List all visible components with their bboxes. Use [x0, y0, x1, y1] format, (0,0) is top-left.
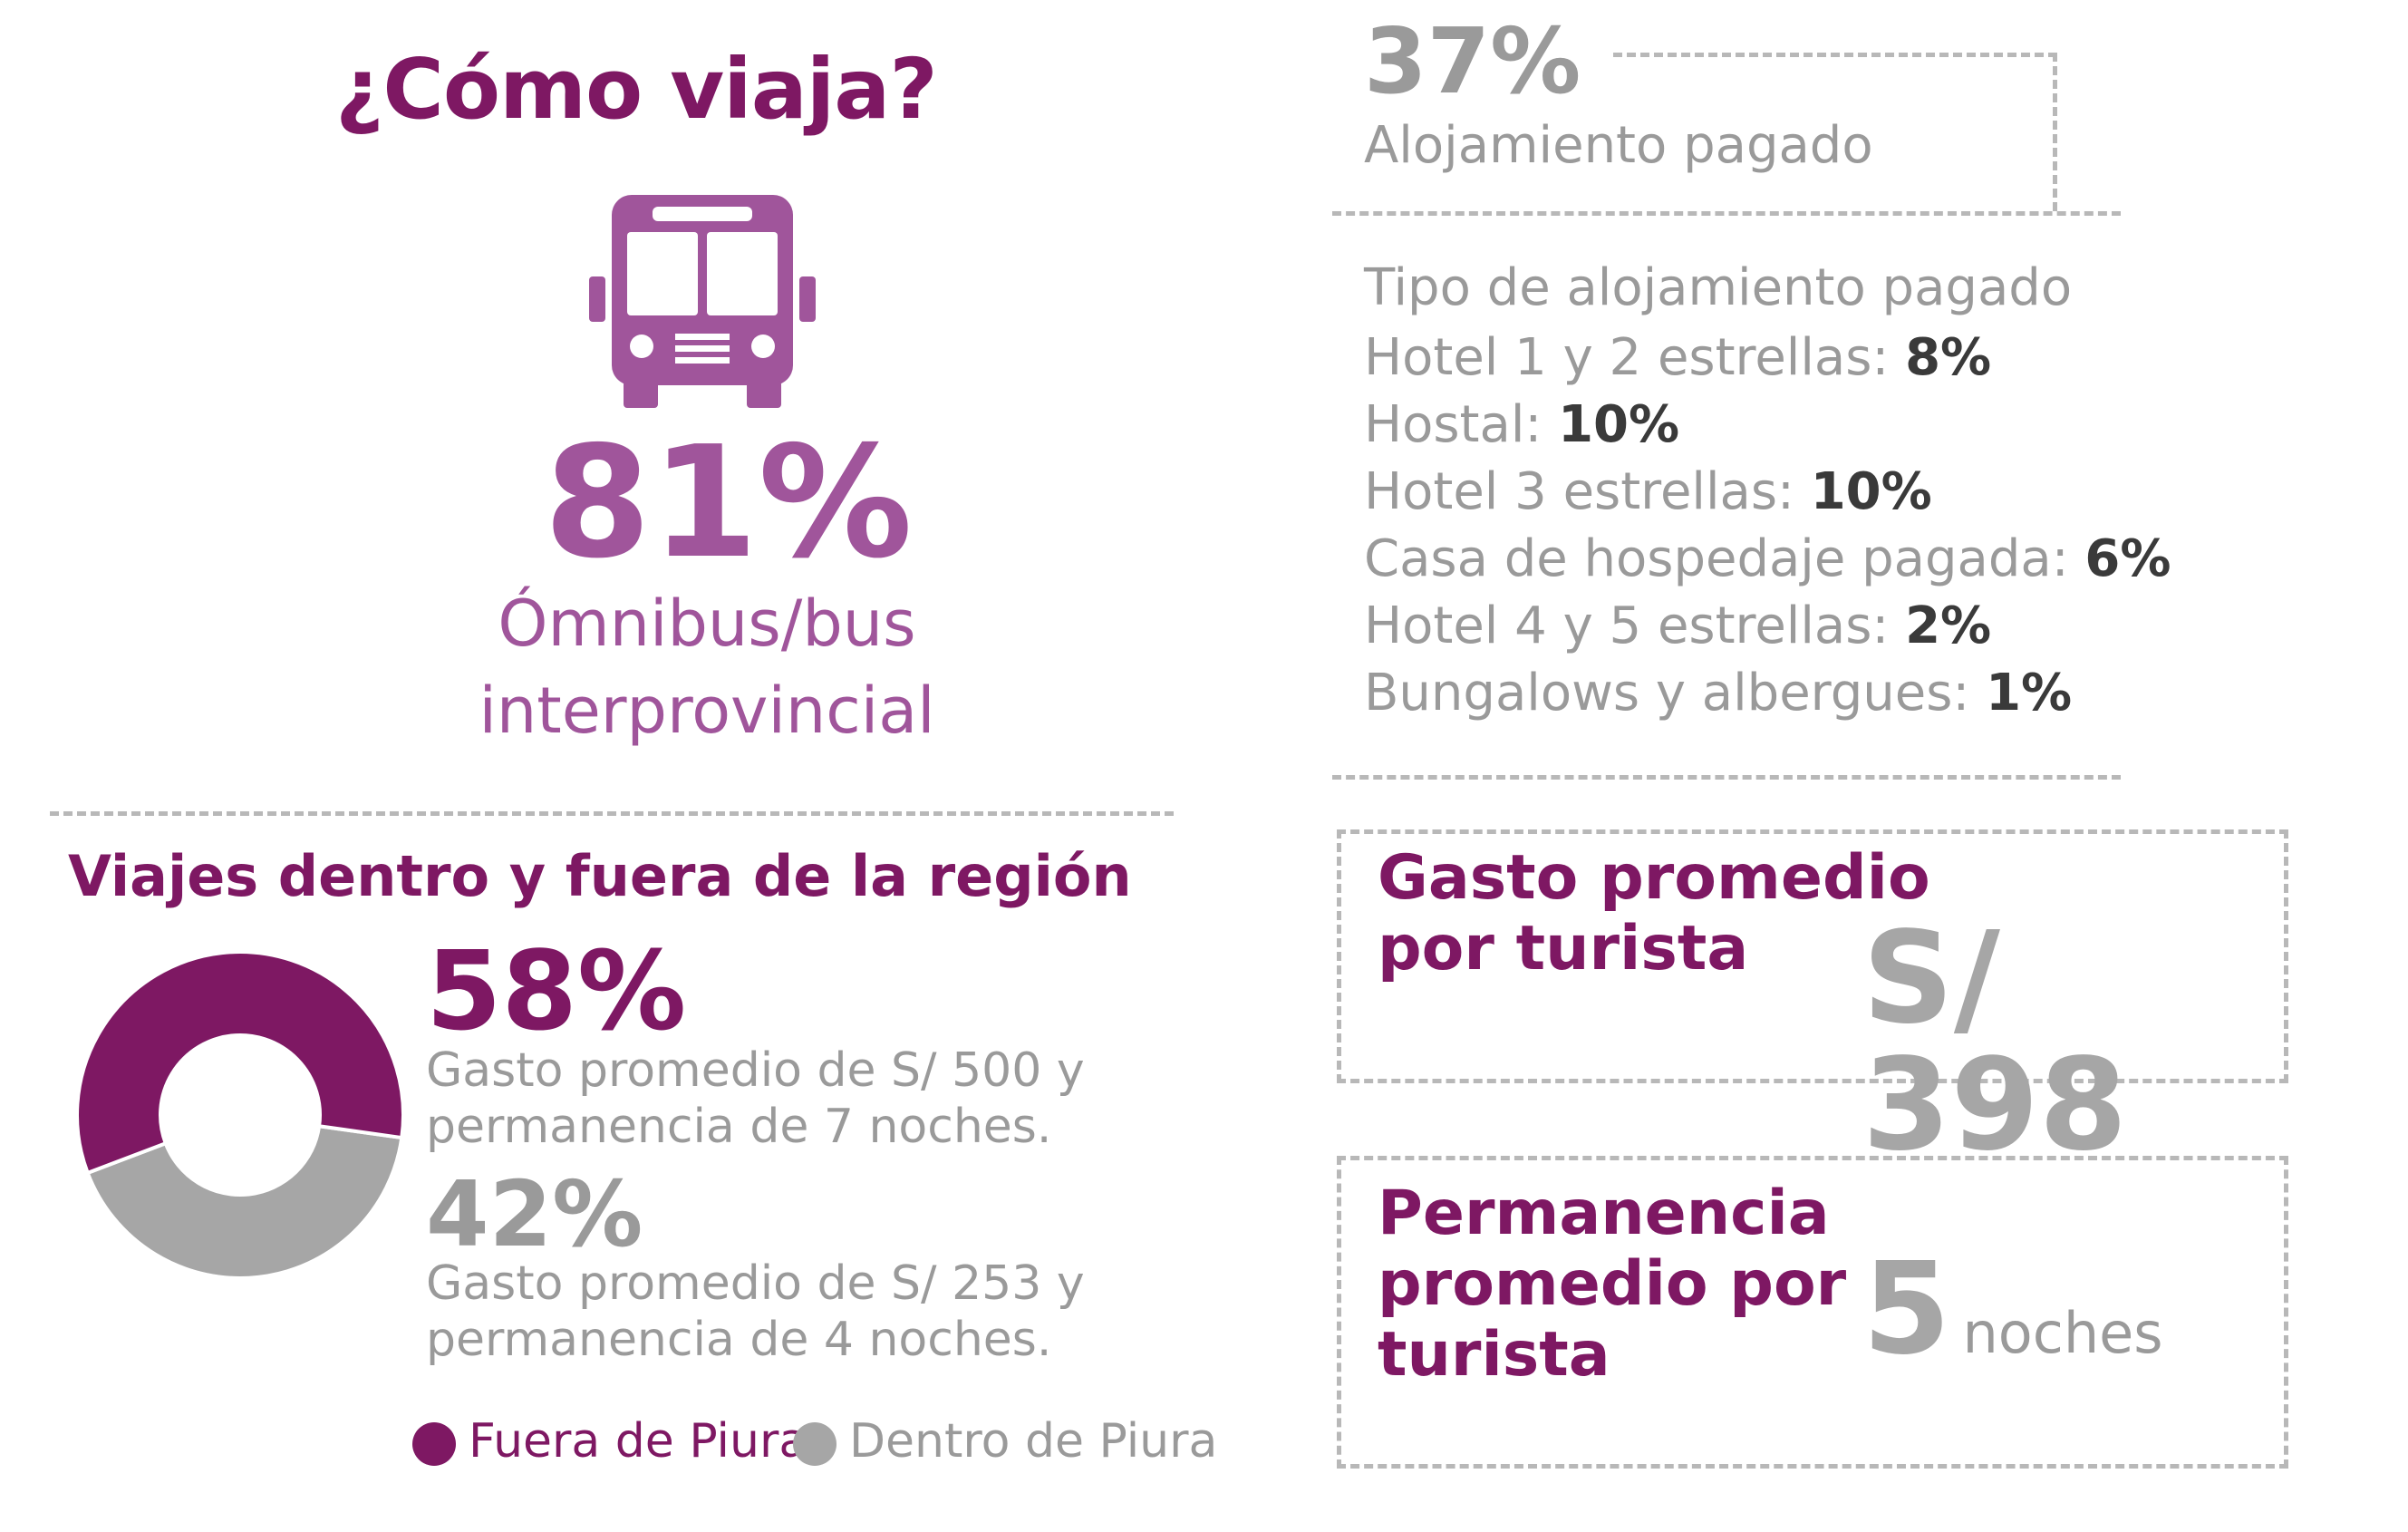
spend-box: Gasto promedio por turista S/ 398: [1337, 829, 2288, 1169]
desc-line: Gasto promedio de S/ 500 y: [426, 1043, 1085, 1098]
bracket-top: [1613, 53, 2057, 57]
segment-inside-desc: Gasto promedio de S/ 253 y permanencia d…: [426, 1256, 1085, 1368]
spend-title: Gasto promedio por turista: [1378, 843, 1930, 984]
legend-label-inside: Dentro de Piura: [849, 1414, 1218, 1469]
spend-value: S/ 398: [1862, 905, 2128, 1179]
lodging-type-item: Casa de hospedaje pagada: 6%: [1364, 526, 2171, 593]
desc-line: Gasto promedio de S/ 253 y: [426, 1256, 1085, 1311]
lodging-type-item: Hotel 4 y 5 estrellas: 2%: [1364, 593, 2171, 660]
transport-percent: 81%: [544, 413, 913, 593]
lodging-type-item: Bungalows y albergues: 1%: [1364, 660, 2171, 727]
stay-title: Permanencia promedio por turista: [1378, 1178, 1846, 1391]
legend-dot-outside: [412, 1422, 456, 1466]
desc-line: permanencia de 7 noches.: [426, 1100, 1052, 1154]
stay-box: Permanencia promedio por turista 5 noche…: [1337, 1156, 2288, 1469]
paid-lodging-percent: 37%: [1364, 8, 1581, 114]
lodging-value: 2%: [1905, 596, 1992, 655]
trips-title: Viajes dentro y fuera de la región: [68, 843, 1132, 909]
lodging-type-list: Hotel 1 y 2 estrellas: 8% Hostal: 10% Ho…: [1364, 325, 2171, 727]
divider: [50, 811, 1174, 816]
lodging-label: Hostal:: [1364, 395, 1542, 454]
stay-title-line: turista: [1378, 1319, 1610, 1391]
legend-inside: Dentro de Piura: [793, 1414, 1217, 1469]
lodging-label: Bungalows y albergues:: [1364, 664, 1970, 722]
desc-line: permanencia de 4 noches.: [426, 1313, 1052, 1367]
segment-outside-desc: Gasto promedio de S/ 500 y permanencia d…: [426, 1042, 1085, 1155]
paid-lodging-label: Alojamiento pagado: [1364, 116, 1873, 175]
bracket-side: [2053, 53, 2057, 211]
transport-label: Ómnibus/bus interprovincial: [479, 587, 935, 748]
lodging-type-item: Hostal: 10%: [1364, 392, 2171, 459]
segment-outside-percent: 58%: [426, 929, 687, 1055]
lodging-value: 8%: [1905, 328, 1992, 387]
lodging-value: 10%: [1810, 462, 1932, 521]
lodging-value: 6%: [2084, 529, 2171, 588]
divider: [1332, 775, 2121, 780]
stay-title-line: Permanencia: [1378, 1178, 1830, 1249]
lodging-label: Hotel 4 y 5 estrellas:: [1364, 596, 1890, 655]
spend-title-line: por turista: [1378, 913, 1749, 984]
lodging-label: Hotel 3 estrellas:: [1364, 462, 1794, 521]
lodging-value: 1%: [1986, 664, 2073, 722]
stay-value-group: 5 noches: [1862, 1246, 2163, 1373]
lodging-label: Casa de hospedaje pagada:: [1364, 529, 2069, 588]
stay-title-line: promedio por: [1378, 1248, 1847, 1320]
section-title: ¿Cómo viaja?: [335, 41, 938, 138]
legend-dot-inside: [793, 1422, 837, 1466]
donut-slice-outside: [75, 950, 405, 1176]
lodging-type-item: Hotel 1 y 2 estrellas: 8%: [1364, 325, 2171, 392]
legend-label-outside: Fuera de Piura: [469, 1414, 808, 1469]
lodging-label: Hotel 1 y 2 estrellas:: [1364, 328, 1890, 387]
bus-icon: [589, 195, 816, 408]
lodging-value: 10%: [1558, 395, 1680, 454]
legend-outside: Fuera de Piura: [412, 1414, 808, 1469]
divider: [1332, 211, 2121, 216]
donut-slice-inside: [85, 1123, 404, 1280]
lodging-type-title: Tipo de alojamiento pagado: [1364, 258, 2073, 317]
lodging-type-item: Hotel 3 estrellas: 10%: [1364, 459, 2171, 526]
stay-unit: noches: [1962, 1300, 2163, 1366]
donut-chart: [75, 950, 405, 1280]
stay-value: 5: [1862, 1236, 1951, 1383]
spend-title-line: Gasto promedio: [1378, 842, 1930, 914]
segment-inside-percent: 42%: [426, 1161, 643, 1267]
